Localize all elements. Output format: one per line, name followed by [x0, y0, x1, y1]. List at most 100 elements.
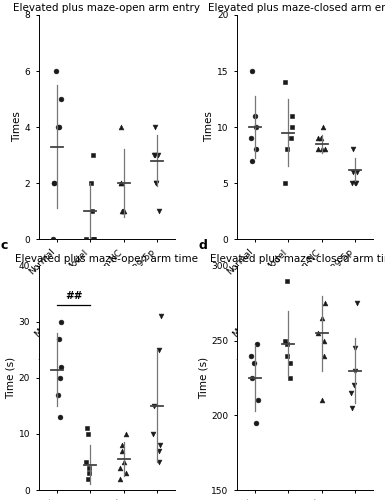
- Point: [282, 179, 288, 187]
- Y-axis label: Time (s): Time (s): [6, 357, 16, 399]
- Point: [85, 464, 92, 471]
- Point: [281, 336, 288, 344]
- Point: [319, 146, 325, 154]
- Point: [152, 179, 159, 187]
- Point: [118, 179, 124, 187]
- Point: [319, 396, 325, 404]
- Point: [151, 402, 157, 410]
- Point: [56, 123, 62, 131]
- Point: [152, 151, 158, 159]
- Point: [254, 340, 261, 347]
- Point: [322, 146, 328, 154]
- Text: d: d: [198, 239, 208, 252]
- Point: [156, 346, 162, 354]
- Point: [157, 441, 163, 449]
- Point: [286, 374, 293, 382]
- Point: [86, 469, 92, 477]
- Point: [315, 134, 321, 142]
- Point: [350, 168, 357, 176]
- Point: [91, 235, 97, 243]
- Point: [152, 123, 158, 131]
- Point: [119, 207, 125, 215]
- Point: [321, 336, 327, 344]
- Point: [58, 318, 64, 326]
- Point: [352, 382, 358, 390]
- Point: [84, 424, 90, 432]
- Text: a: a: [0, 0, 9, 1]
- Point: [51, 179, 57, 187]
- Title: Elevated plus maze-open arm entry: Elevated plus maze-open arm entry: [13, 3, 200, 13]
- Point: [88, 179, 94, 187]
- Point: [89, 207, 95, 215]
- Point: [248, 352, 254, 360]
- Point: [58, 363, 64, 371]
- Text: c: c: [0, 239, 8, 252]
- Point: [56, 335, 62, 343]
- Point: [353, 168, 360, 176]
- Point: [156, 447, 162, 455]
- Y-axis label: Times: Times: [12, 112, 22, 142]
- Point: [284, 352, 290, 360]
- Point: [284, 146, 290, 154]
- Point: [55, 123, 61, 131]
- Point: [348, 389, 354, 397]
- Point: [253, 419, 259, 427]
- Point: [248, 134, 254, 142]
- Point: [315, 329, 321, 337]
- Point: [119, 447, 125, 455]
- Point: [58, 95, 64, 103]
- Point: [255, 396, 261, 404]
- Point: [123, 469, 129, 477]
- Point: [352, 179, 358, 187]
- Point: [249, 156, 255, 164]
- Point: [322, 300, 328, 308]
- Point: [349, 179, 355, 187]
- Point: [284, 277, 290, 285]
- Point: [121, 207, 127, 215]
- Point: [289, 112, 295, 120]
- Point: [249, 67, 256, 75]
- Point: [119, 441, 126, 449]
- Point: [118, 179, 124, 187]
- Point: [149, 430, 156, 438]
- Point: [55, 391, 61, 399]
- Title: Elevated plus maze-closed arm time: Elevated plus maze-closed arm time: [210, 254, 385, 264]
- Point: [253, 123, 259, 131]
- Point: [51, 179, 57, 187]
- Point: [320, 123, 326, 131]
- Point: [83, 235, 89, 243]
- Point: [288, 134, 294, 142]
- Y-axis label: Times: Times: [204, 112, 214, 142]
- Point: [281, 78, 288, 86]
- Point: [156, 458, 162, 466]
- Point: [151, 151, 157, 159]
- Point: [156, 207, 162, 215]
- Point: [84, 430, 90, 438]
- Point: [251, 359, 257, 367]
- Point: [83, 458, 89, 466]
- Point: [252, 112, 258, 120]
- Point: [155, 151, 161, 159]
- Point: [350, 146, 356, 154]
- Text: ##: ##: [65, 290, 82, 300]
- Point: [85, 475, 91, 483]
- Point: [352, 344, 358, 352]
- Point: [117, 475, 123, 483]
- Point: [123, 430, 129, 438]
- Point: [117, 464, 124, 471]
- Point: [352, 366, 358, 374]
- Point: [50, 235, 56, 243]
- Point: [158, 312, 164, 320]
- Point: [315, 146, 321, 154]
- Point: [57, 374, 64, 382]
- Point: [349, 404, 355, 412]
- Point: [290, 123, 296, 131]
- Point: [354, 300, 360, 308]
- Point: [121, 458, 127, 466]
- Point: [90, 151, 96, 159]
- Point: [287, 359, 293, 367]
- Point: [352, 179, 358, 187]
- Y-axis label: Time (s): Time (s): [198, 357, 208, 399]
- Point: [53, 67, 59, 75]
- Point: [321, 352, 327, 360]
